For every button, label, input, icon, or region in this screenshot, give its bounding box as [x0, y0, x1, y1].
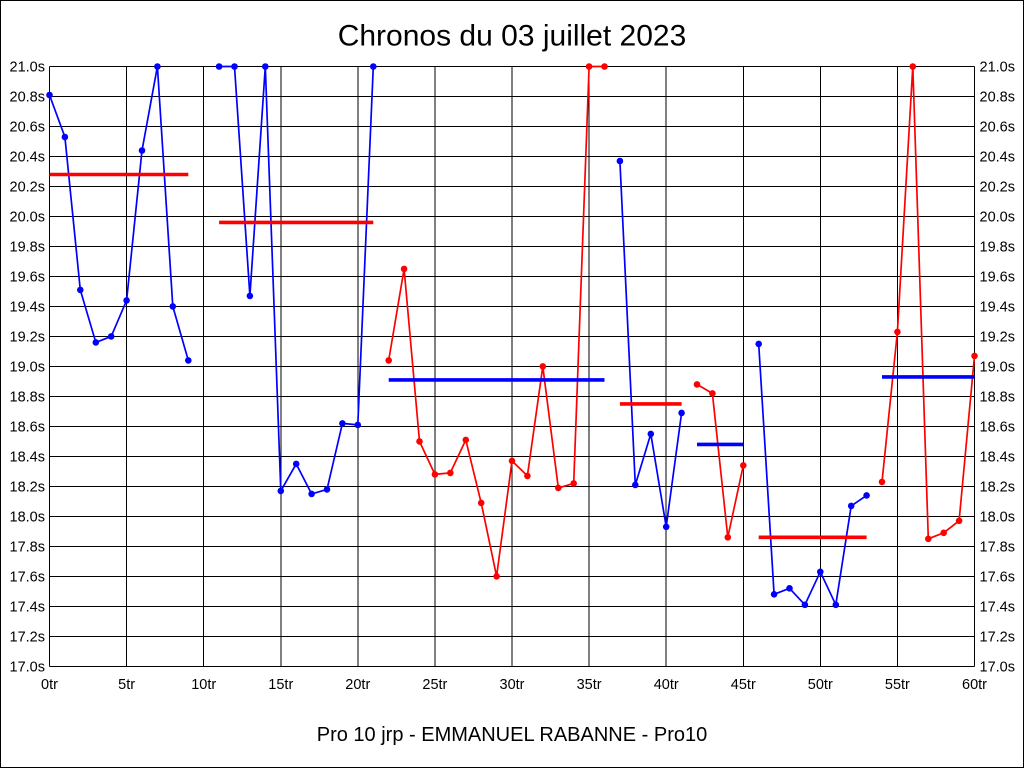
svg-text:18.0s: 18.0s: [10, 509, 45, 525]
svg-text:20.4s: 20.4s: [980, 150, 1015, 166]
svg-text:20.6s: 20.6s: [980, 120, 1015, 136]
svg-text:17.2s: 17.2s: [10, 629, 45, 645]
svg-text:20.8s: 20.8s: [980, 90, 1015, 106]
svg-text:20.2s: 20.2s: [980, 180, 1015, 196]
svg-text:17.6s: 17.6s: [980, 569, 1015, 585]
svg-text:21.0s: 21.0s: [980, 60, 1015, 76]
svg-text:15tr: 15tr: [268, 677, 293, 693]
svg-text:17.8s: 17.8s: [980, 539, 1015, 555]
svg-text:17.0s: 17.0s: [10, 659, 45, 675]
svg-text:19.8s: 19.8s: [980, 239, 1015, 255]
svg-text:60tr: 60tr: [962, 677, 987, 693]
svg-text:18.8s: 18.8s: [10, 389, 45, 405]
svg-text:18.2s: 18.2s: [10, 479, 45, 495]
svg-text:20tr: 20tr: [345, 677, 370, 693]
svg-text:25tr: 25tr: [422, 677, 447, 693]
svg-text:18.4s: 18.4s: [980, 449, 1015, 465]
svg-text:55tr: 55tr: [885, 677, 910, 693]
svg-text:21.0s: 21.0s: [10, 60, 45, 76]
svg-text:50tr: 50tr: [808, 677, 833, 693]
svg-text:19.6s: 19.6s: [980, 269, 1015, 285]
svg-text:19.4s: 19.4s: [980, 299, 1015, 315]
svg-text:18.0s: 18.0s: [980, 509, 1015, 525]
svg-text:17.4s: 17.4s: [980, 599, 1015, 615]
svg-text:45tr: 45tr: [731, 677, 756, 693]
svg-text:18.2s: 18.2s: [980, 479, 1015, 495]
svg-text:Pro 10 jrp - EMMANUEL RABANNE: Pro 10 jrp - EMMANUEL RABANNE - Pro10: [317, 724, 707, 746]
svg-text:40tr: 40tr: [654, 677, 679, 693]
svg-text:19.8s: 19.8s: [10, 239, 45, 255]
svg-text:17.0s: 17.0s: [980, 659, 1015, 675]
svg-text:19.0s: 19.0s: [980, 359, 1015, 375]
svg-text:20.8s: 20.8s: [10, 90, 45, 106]
svg-text:18.8s: 18.8s: [980, 389, 1015, 405]
svg-text:18.4s: 18.4s: [10, 449, 45, 465]
svg-text:19.6s: 19.6s: [10, 269, 45, 285]
svg-text:20.2s: 20.2s: [10, 180, 45, 196]
svg-text:17.6s: 17.6s: [10, 569, 45, 585]
svg-text:20.0s: 20.0s: [980, 209, 1015, 225]
svg-text:17.2s: 17.2s: [980, 629, 1015, 645]
svg-text:5tr: 5tr: [118, 677, 135, 693]
svg-text:17.8s: 17.8s: [10, 539, 45, 555]
svg-text:18.6s: 18.6s: [980, 419, 1015, 435]
svg-text:Chronos du 03 juillet 2023: Chronos du 03 juillet 2023: [338, 20, 687, 53]
svg-text:30tr: 30tr: [500, 677, 525, 693]
svg-text:20.0s: 20.0s: [10, 209, 45, 225]
svg-text:35tr: 35tr: [577, 677, 602, 693]
svg-text:0tr: 0tr: [41, 677, 58, 693]
svg-text:18.6s: 18.6s: [10, 419, 45, 435]
svg-text:19.0s: 19.0s: [10, 359, 45, 375]
svg-text:20.4s: 20.4s: [10, 150, 45, 166]
svg-text:17.4s: 17.4s: [10, 599, 45, 615]
svg-text:19.2s: 19.2s: [10, 329, 45, 345]
svg-text:20.6s: 20.6s: [10, 120, 45, 136]
svg-text:19.4s: 19.4s: [10, 299, 45, 315]
svg-text:19.2s: 19.2s: [980, 329, 1015, 345]
svg-text:10tr: 10tr: [191, 677, 216, 693]
